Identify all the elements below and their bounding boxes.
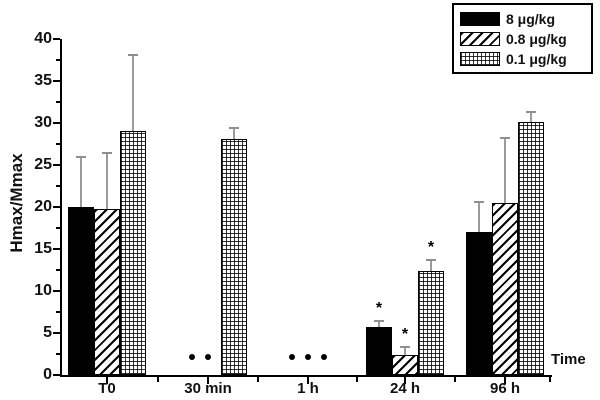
near-zero-dot-marker [305, 354, 311, 360]
legend-item: 8 μg/kg [460, 10, 585, 27]
error-bar-stem [404, 347, 406, 355]
legend-item: 0.8 μg/kg [460, 30, 585, 47]
legend-swatch-fine-grid-icon [460, 51, 500, 66]
y-minor-tick [56, 143, 60, 145]
x-category-label: 96 h [489, 380, 520, 397]
error-bar-cap [374, 320, 384, 323]
x-minor-tick [549, 377, 551, 382]
error-bar-stem [132, 54, 134, 132]
y-tick-label: 25 [34, 156, 52, 173]
legend-swatch-diagonal-hatch-icon [460, 31, 500, 46]
near-zero-dot-marker [189, 354, 195, 360]
x-tick [404, 377, 406, 384]
y-minor-tick [56, 59, 60, 61]
near-zero-dot-marker [321, 354, 327, 360]
near-zero-dot-marker [289, 354, 295, 360]
error-bar-cap [229, 127, 239, 130]
bar-0.1μg/kg-24h [418, 270, 444, 375]
x-category-label: 24 h [389, 380, 420, 397]
y-minor-tick [56, 353, 60, 355]
error-bar-stem [378, 321, 380, 328]
bar-8μg/kg-T0 [68, 207, 94, 375]
y-minor-tick [56, 227, 60, 229]
y-tick-label: 10 [34, 282, 52, 299]
error-bar-cap [426, 258, 436, 261]
legend-label: 0.1 μg/kg [506, 50, 567, 67]
error-bar-cap [526, 111, 536, 114]
bar-0.1μg/kg-96h [518, 122, 544, 375]
y-tick-label: 5 [43, 324, 52, 341]
legend-item: 0.1 μg/kg [460, 50, 585, 67]
bar-0.8μg/kg-24h [392, 354, 418, 375]
y-tick-label: 30 [34, 114, 52, 131]
x-minor-tick [454, 377, 456, 382]
y-tick [53, 290, 60, 292]
significance-asterisk: * [427, 238, 435, 256]
x-tick [504, 377, 506, 384]
x-axis-title: Time [551, 351, 586, 368]
error-bar-stem [106, 153, 108, 209]
error-bar-stem [80, 157, 82, 207]
bar-0.1μg/kg-30min [221, 138, 247, 375]
bar-0.1μg/kg-T0 [120, 131, 146, 375]
legend: 8 μg/kg 0.8 μg/kg 0.1 μg/kg [452, 3, 593, 74]
error-bar-stem [233, 128, 235, 139]
y-axis-line [60, 39, 62, 377]
bar-8μg/kg-96h [466, 232, 492, 375]
x-minor-tick [257, 377, 259, 382]
x-category-label: 1 h [297, 380, 319, 397]
error-bar-cap [400, 346, 410, 349]
y-tick [53, 122, 60, 124]
y-minor-tick [56, 185, 60, 187]
y-tick [53, 164, 60, 166]
x-category-label: T0 [98, 380, 116, 397]
y-tick-label: 40 [34, 30, 52, 47]
x-tick [207, 377, 209, 384]
y-tick-label: 15 [34, 240, 52, 257]
y-tick [53, 332, 60, 334]
legend-swatch-solid-icon [460, 11, 500, 26]
x-minor-tick [356, 377, 358, 382]
legend-label: 0.8 μg/kg [506, 30, 567, 47]
y-tick [53, 248, 60, 250]
legend-label: 8 μg/kg [506, 10, 556, 27]
y-tick [53, 38, 60, 40]
x-minor-tick [157, 377, 159, 382]
y-minor-tick [56, 269, 60, 271]
error-bar-stem [504, 138, 506, 203]
error-bar-cap [128, 53, 138, 56]
y-tick-label: 0 [43, 366, 52, 383]
error-bar-cap [500, 137, 510, 140]
error-bar-stem [530, 112, 532, 123]
y-minor-tick [56, 311, 60, 313]
bar-0.8μg/kg-96h [492, 202, 518, 375]
bar-8μg/kg-24h [366, 327, 392, 375]
bar-0.8μg/kg-T0 [94, 208, 120, 375]
significance-asterisk: * [375, 300, 383, 318]
y-tick-label: 35 [34, 72, 52, 89]
y-tick [53, 80, 60, 82]
x-category-label: 30 min [184, 380, 232, 397]
y-tick-label: 20 [34, 198, 52, 215]
x-axis-line [60, 375, 552, 377]
error-bar-cap [474, 200, 484, 203]
error-bar-stem [478, 201, 480, 233]
y-tick [53, 206, 60, 208]
x-tick [106, 377, 108, 384]
y-tick [53, 374, 60, 376]
error-bar-cap [76, 156, 86, 159]
y-minor-tick [56, 101, 60, 103]
error-bar-stem [430, 259, 432, 271]
error-bar-cap [102, 152, 112, 155]
x-tick [307, 377, 309, 384]
near-zero-dot-marker [205, 354, 211, 360]
significance-asterisk: * [401, 326, 409, 344]
